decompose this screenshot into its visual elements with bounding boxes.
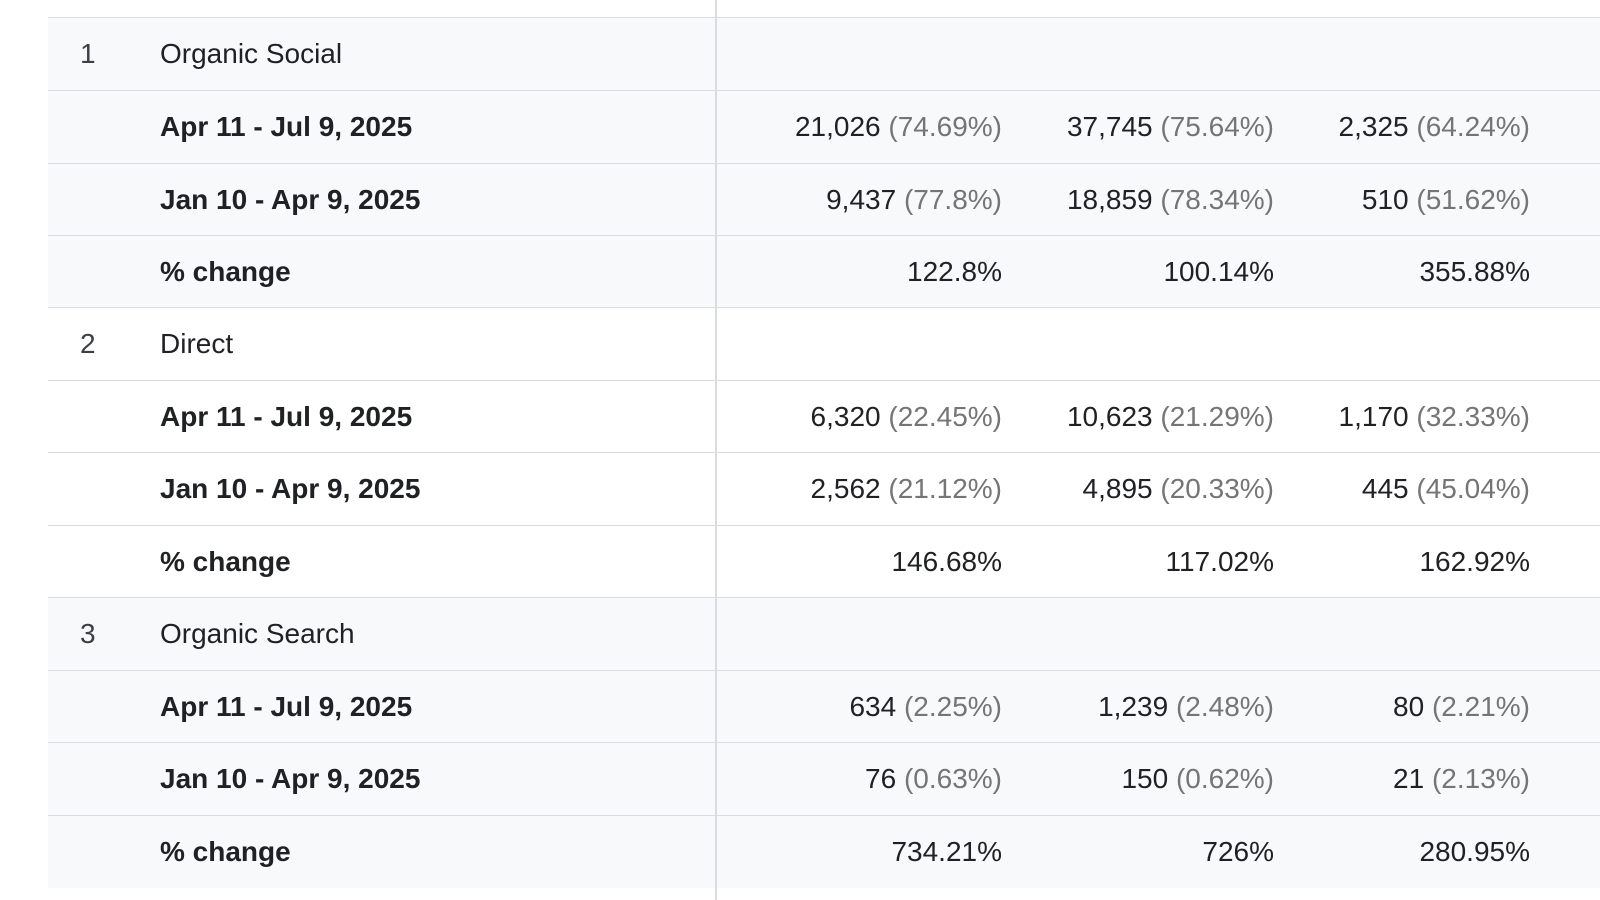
metric-2-cell: 18,859 (78.34%) <box>1066 184 1274 215</box>
date-range-label: Apr 11 - Jul 9, 2025 <box>160 401 413 432</box>
table-row[interactable]: % change 734.21% 726% 280.95% <box>48 815 1600 888</box>
comparison-data-table: 1 Organic Social Apr 11 - Jul 9, 2025 21… <box>48 0 1600 900</box>
metric-2-change: 100.14% <box>1163 256 1274 287</box>
metric-2-cell: 150 (0.62%) <box>1121 763 1274 794</box>
table-row-group-organic-social[interactable]: 1 Organic Social <box>48 17 1600 90</box>
metric-3-change: 355.88% <box>1419 256 1530 287</box>
metric-2-cell: 37,745 (75.64%) <box>1066 111 1274 142</box>
date-range-label: Jan 10 - Apr 9, 2025 <box>160 473 421 504</box>
metric-3-cell: 510 (51.62%) <box>1361 184 1530 215</box>
metric-2-change: 726% <box>1202 836 1274 867</box>
channel-group-name: Organic Search <box>160 618 355 649</box>
metric-1-cell: 21,026 (74.69%) <box>794 111 1002 142</box>
metric-1-cell: 634 (2.25%) <box>849 691 1002 722</box>
date-range-label: Jan 10 - Apr 9, 2025 <box>160 184 421 215</box>
metric-3-cell: 21 (2.13%) <box>1393 763 1530 794</box>
metric-1-change: 146.68% <box>891 546 1002 577</box>
table-row[interactable]: Apr 11 - Jul 9, 2025 634 (2.25%) 1,239 (… <box>48 670 1600 743</box>
table-row-group-direct[interactable]: 2 Direct <box>48 307 1600 380</box>
table-row[interactable]: % change 146.68% 117.02% 162.92% <box>48 525 1600 598</box>
metric-1-cell: 2,562 (21.12%) <box>810 473 1002 504</box>
table-row[interactable]: % change 122.8% 100.14% 355.88% <box>48 235 1600 308</box>
row-rank: 1 <box>80 38 96 69</box>
metric-3-change: 280.95% <box>1419 836 1530 867</box>
channel-group-name: Direct <box>160 328 234 359</box>
percent-change-label: % change <box>160 836 291 867</box>
percent-change-label: % change <box>160 256 291 287</box>
metric-2-change: 117.02% <box>1165 546 1274 577</box>
date-range-label: Jan 10 - Apr 9, 2025 <box>160 763 421 794</box>
metric-3-cell: 1,170 (32.33%) <box>1338 401 1530 432</box>
table-row[interactable]: Jan 10 - Apr 9, 2025 9,437 (77.8%) 18,85… <box>48 163 1600 236</box>
table-row-group-organic-search[interactable]: 3 Organic Search <box>48 597 1600 670</box>
metric-1-change: 122.8% <box>907 256 1002 287</box>
table-row[interactable]: Jan 10 - Apr 9, 2025 76 (0.63%) 150 (0.6… <box>48 742 1600 815</box>
percent-change-label: % change <box>160 546 291 577</box>
metric-3-cell: 80 (2.21%) <box>1393 691 1530 722</box>
row-rank: 3 <box>80 618 96 649</box>
metric-1-cell: 76 (0.63%) <box>865 763 1002 794</box>
channel-group-name: Organic Social <box>160 38 343 69</box>
metric-3-change: 162.92% <box>1419 546 1530 577</box>
table-row[interactable]: Apr 11 - Jul 9, 2025 21,026 (74.69%) 37,… <box>48 90 1600 163</box>
table-header-remnant <box>48 0 1600 17</box>
metric-1-cell: 6,320 (22.45%) <box>810 401 1002 432</box>
row-rank: 2 <box>80 328 96 359</box>
table-row[interactable]: Apr 11 - Jul 9, 2025 6,320 (22.45%) 10,6… <box>48 380 1600 453</box>
column-divider <box>715 0 717 900</box>
metric-2-cell: 1,239 (2.48%) <box>1098 691 1274 722</box>
metric-1-cell: 9,437 (77.8%) <box>826 184 1002 215</box>
metric-3-cell: 2,325 (64.24%) <box>1338 111 1530 142</box>
metric-2-cell: 10,623 (21.29%) <box>1066 401 1274 432</box>
metric-1-change: 734.21% <box>891 836 1002 867</box>
date-range-label: Apr 11 - Jul 9, 2025 <box>160 111 413 142</box>
table-row[interactable]: Jan 10 - Apr 9, 2025 2,562 (21.12%) 4,89… <box>48 452 1600 525</box>
date-range-label: Apr 11 - Jul 9, 2025 <box>160 691 413 722</box>
metric-3-cell: 445 (45.04%) <box>1361 473 1530 504</box>
metric-2-cell: 4,895 (20.33%) <box>1082 473 1274 504</box>
